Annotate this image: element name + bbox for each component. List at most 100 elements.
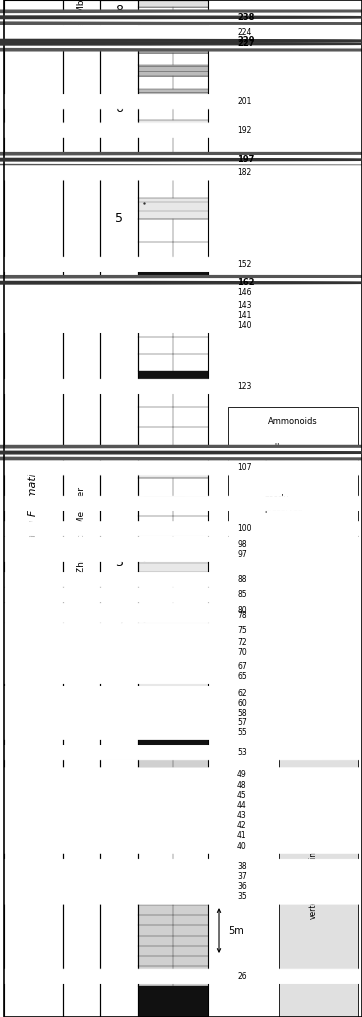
Bar (138, 554, 208, 580)
Circle shape (0, 859, 362, 874)
Text: 55: 55 (237, 728, 247, 736)
Circle shape (0, 747, 362, 758)
Circle shape (0, 839, 362, 853)
Circle shape (0, 447, 362, 458)
Circle shape (0, 524, 362, 534)
Text: 70: 70 (237, 649, 247, 657)
Text: Falang Formation: Falang Formation (29, 460, 38, 557)
Text: 98: 98 (237, 540, 247, 548)
Point (189, 448, 195, 465)
Circle shape (0, 800, 362, 811)
Circle shape (0, 638, 362, 648)
Text: 162: 162 (237, 279, 255, 287)
Circle shape (0, 36, 362, 46)
Circle shape (0, 498, 362, 508)
Text: 57: 57 (237, 718, 247, 726)
Bar (279, 747, 358, 1017)
Circle shape (0, 259, 362, 270)
Circle shape (0, 381, 362, 392)
Bar (138, 447, 208, 478)
Circle shape (0, 168, 362, 178)
Text: 42: 42 (237, 822, 247, 830)
Circle shape (0, 880, 362, 894)
Point (141, 669, 147, 685)
Text: Ammonoids: Ammonoids (268, 417, 318, 426)
Circle shape (0, 882, 362, 892)
Text: vertebrate-bearing
beds: vertebrate-bearing beds (309, 846, 328, 918)
Bar (138, 788, 208, 819)
Circle shape (0, 780, 362, 790)
Circle shape (0, 610, 362, 620)
Bar (138, 986, 208, 1017)
Text: 65: 65 (237, 672, 247, 680)
Text: 224: 224 (237, 28, 252, 37)
Text: Wayao Mb.: Wayao Mb. (77, 0, 86, 46)
Text: 6: 6 (115, 103, 123, 115)
Text: 48: 48 (237, 781, 247, 789)
Circle shape (0, 717, 362, 727)
Text: 78: 78 (237, 611, 247, 619)
Text: 143: 143 (237, 301, 252, 309)
Circle shape (0, 310, 362, 320)
Circle shape (0, 892, 362, 902)
Circle shape (0, 588, 362, 602)
Bar (138, 132, 208, 158)
Bar (138, 819, 208, 849)
Circle shape (0, 39, 362, 49)
Point (141, 154, 147, 170)
Circle shape (0, 709, 362, 719)
Circle shape (0, 153, 362, 167)
Text: 60: 60 (237, 700, 247, 708)
Circle shape (0, 686, 362, 701)
Bar (138, 33, 208, 43)
Bar (138, 737, 208, 758)
Circle shape (0, 259, 362, 270)
Circle shape (0, 40, 362, 42)
Circle shape (0, 709, 362, 719)
Bar (138, 65, 208, 76)
Circle shape (0, 725, 362, 739)
Circle shape (0, 288, 362, 298)
Circle shape (0, 34, 362, 48)
Circle shape (0, 717, 362, 727)
Bar (138, 615, 208, 641)
Circle shape (0, 27, 362, 38)
Circle shape (0, 159, 362, 161)
Text: 123: 123 (237, 382, 252, 391)
Circle shape (0, 549, 362, 559)
Circle shape (0, 625, 362, 636)
Circle shape (0, 286, 362, 300)
Bar (138, 371, 208, 386)
Circle shape (0, 379, 362, 394)
Text: 1: 1 (115, 882, 123, 894)
Circle shape (0, 768, 362, 782)
Bar (138, 198, 208, 219)
Text: 88: 88 (237, 576, 247, 584)
Bar (138, 885, 208, 986)
Text: 67: 67 (237, 662, 247, 670)
Text: 8: 8 (115, 4, 123, 16)
Circle shape (0, 669, 362, 683)
Circle shape (0, 308, 362, 322)
Text: 192: 192 (237, 126, 252, 134)
Text: 43: 43 (237, 812, 247, 820)
Bar (138, 219, 208, 264)
Circle shape (0, 12, 362, 22)
Circle shape (0, 659, 362, 673)
Circle shape (0, 971, 362, 981)
Circle shape (0, 125, 362, 135)
Circle shape (0, 882, 362, 892)
Circle shape (0, 969, 362, 983)
Circle shape (0, 646, 362, 660)
Circle shape (0, 648, 362, 658)
Text: 85: 85 (237, 591, 247, 599)
Text: 5m: 5m (228, 925, 244, 936)
Circle shape (0, 537, 362, 551)
Circle shape (0, 10, 362, 24)
Bar (228, 407, 358, 549)
Circle shape (0, 16, 362, 18)
Circle shape (0, 575, 362, 585)
Text: 49: 49 (237, 771, 247, 779)
Text: 80: 80 (237, 606, 247, 614)
Text: 26: 26 (237, 972, 247, 980)
